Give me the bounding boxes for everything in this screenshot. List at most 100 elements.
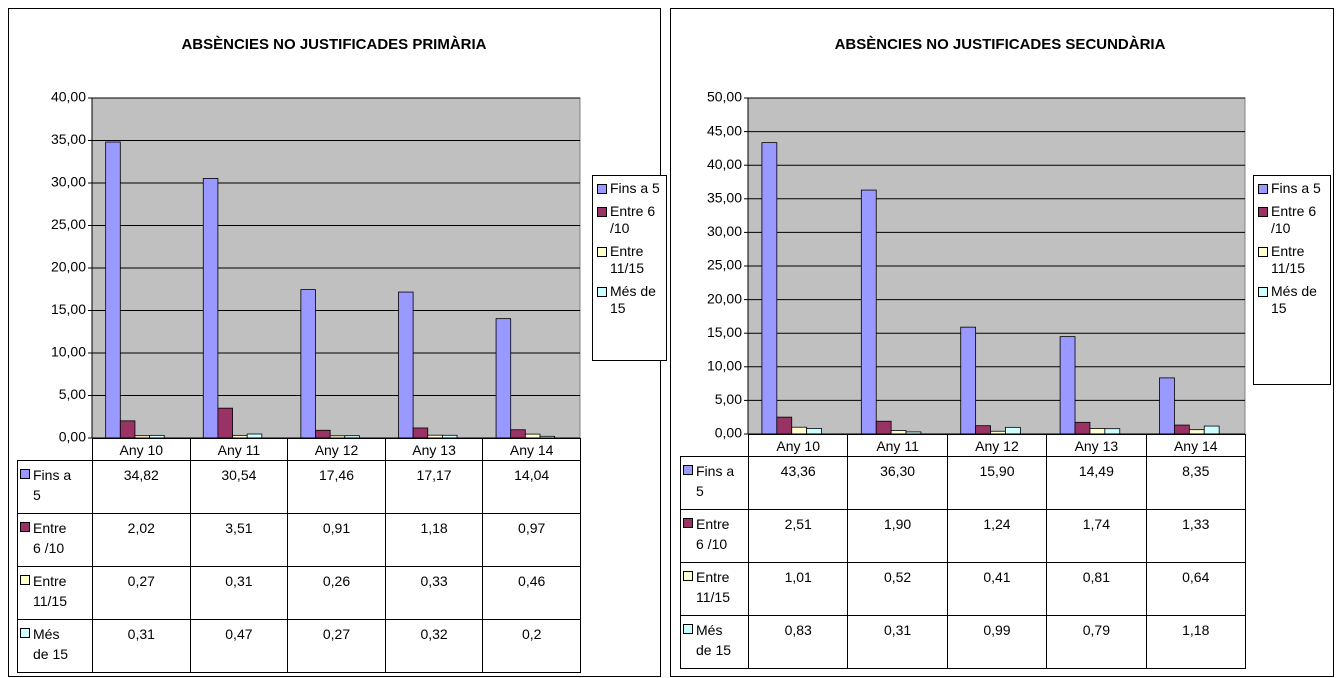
cell: 2,51 <box>747 509 849 563</box>
bar <box>202 178 219 439</box>
cell: 0,97 <box>482 513 581 567</box>
row-header-wrap: Entre 11/15 <box>18 567 92 611</box>
cell: 0,47 <box>189 619 289 673</box>
cell: 0,64 <box>1145 562 1246 616</box>
legend-swatch <box>20 522 30 532</box>
cell: 0,26 <box>287 566 386 620</box>
legend-swatch <box>20 628 30 638</box>
bar <box>495 318 512 439</box>
cell: 1,33 <box>1145 509 1246 563</box>
bar <box>860 189 877 435</box>
y-tick-label: 10,00 <box>51 344 86 360</box>
value-label: 0,32 <box>420 626 448 642</box>
cell: 17,17 <box>384 460 484 514</box>
cell: 0,91 <box>287 513 386 567</box>
cell: 0,32 <box>384 619 484 673</box>
value-label: 0,27 <box>322 626 351 642</box>
legend-swatch <box>1258 184 1268 194</box>
value-label: 15,90 <box>979 463 1015 479</box>
value-label: 0,81 <box>1082 569 1110 585</box>
legend-swatch <box>683 571 693 581</box>
value-label: 0,97 <box>518 520 546 536</box>
header-row: Any 10 Any 11 Any 12 Any 13 Any 14 <box>17 438 581 461</box>
legend-item: Fins a 5 <box>1256 180 1328 197</box>
y-tick-label: 20,00 <box>707 290 742 306</box>
x-tick-label: Any 10 <box>92 438 191 461</box>
row-header-wrap: Entre 6 /10 <box>18 514 92 558</box>
legend-label: Fins a 5 <box>610 180 660 196</box>
cell: 1,18 <box>384 513 484 567</box>
bar <box>776 416 793 435</box>
bar <box>412 427 429 439</box>
legend: Fins a 5 Entre 6 /10 Entre 11/15 Més de 15 <box>1253 175 1331 385</box>
row-header-wrap: Entre 11/15 <box>681 563 748 607</box>
row-label: Més de 15 <box>696 622 732 658</box>
cell: 0,31 <box>189 566 289 620</box>
y-tick-label: 20,00 <box>51 259 86 275</box>
cell: 30,54 <box>189 460 289 514</box>
bar <box>791 426 808 435</box>
cell: 0,31 <box>847 615 948 669</box>
legend-item: Entre 11/15 <box>1256 243 1328 277</box>
legend-item: Fins a 5 <box>595 180 664 197</box>
data-table: Any 10 Any 11 Any 12 Any 13 Any 14 Fins a 5 43… <box>680 434 1246 669</box>
data-row: Entre 6 /10 2,51 1,90 1,24 1,74 1,33 <box>680 509 1246 563</box>
bar <box>975 425 991 435</box>
legend-swatch <box>597 247 607 257</box>
row-label: Entre 11/15 <box>696 569 730 605</box>
value-label: 1,01 <box>784 569 812 585</box>
row-label: Entre 11/15 <box>33 573 67 609</box>
data-row: Més de 15 0,31 0,47 0,27 0,32 0,2 <box>17 619 581 673</box>
bar <box>119 420 136 439</box>
y-tick-label: 30,00 <box>707 223 742 239</box>
row-header: Fins a 5 <box>17 460 93 514</box>
value-label: 0,91 <box>322 520 351 536</box>
legend-item: Més de 15 <box>1256 283 1328 317</box>
value-label: 0,47 <box>225 626 253 642</box>
cell: 0,81 <box>1046 562 1147 616</box>
value-label: 0,52 <box>883 569 912 585</box>
row-label: Fins a 5 <box>696 463 735 499</box>
row-header: Entre 6 /10 <box>17 513 93 567</box>
cell: 0,52 <box>847 562 948 616</box>
legend-swatch <box>597 207 607 217</box>
cell: 2,02 <box>92 513 191 567</box>
x-tick-label: Any 11 <box>189 438 289 461</box>
data-row: Més de 15 0,83 0,31 0,99 0,79 1,18 <box>680 615 1246 669</box>
legend: Fins a 5 Entre 6 /10 Entre 11/15 Més de 15 <box>592 175 667 361</box>
cell: 1,01 <box>747 562 849 616</box>
cell: 0,46 <box>482 566 581 620</box>
value-label: 2,51 <box>784 516 812 532</box>
data-row: Entre 11/15 0,27 0,31 0,26 0,33 0,46 <box>17 566 581 620</box>
legend-swatch <box>597 287 607 297</box>
value-label: 1,18 <box>1182 622 1210 638</box>
y-tick-label: 45,00 <box>707 122 742 138</box>
cell: 14,49 <box>1046 456 1147 510</box>
header-row: Any 10 Any 11 Any 12 Any 13 Any 14 <box>680 434 1246 457</box>
cell: 8,35 <box>1145 456 1246 510</box>
value-label: 0,27 <box>127 573 155 589</box>
row-label: Més de 15 <box>33 626 69 662</box>
x-tick-label: Any 14 <box>482 438 581 461</box>
bar <box>217 407 233 439</box>
value-label: 1,24 <box>983 516 1011 532</box>
legend-label: Entre 6 /10 <box>1271 203 1317 236</box>
bar <box>510 429 526 439</box>
legend-label: Fins a 5 <box>1271 180 1321 196</box>
row-label: Entre 6 /10 <box>696 516 730 552</box>
corner-cell <box>680 434 749 457</box>
value-label: 1,18 <box>420 520 448 536</box>
y-tick-label: 40,00 <box>707 156 742 172</box>
row-header-wrap: Més de 15 <box>18 620 92 664</box>
cell: 0,79 <box>1046 615 1147 669</box>
row-label: Entre 6 /10 <box>33 520 67 556</box>
value-label: 0,79 <box>1082 622 1110 638</box>
y-tick-label: 15,00 <box>707 324 742 340</box>
row-header: Entre 11/15 <box>680 562 749 616</box>
y-tick-label: 25,00 <box>51 216 86 232</box>
value-label: 1,33 <box>1182 516 1210 532</box>
chart-title: ABSÈNCIES NO JUSTIFICADES PRIMÀRIA <box>181 36 486 53</box>
bar <box>1005 426 1021 435</box>
legend-swatch <box>20 575 30 585</box>
x-tick-label: Any 13 <box>384 438 484 461</box>
